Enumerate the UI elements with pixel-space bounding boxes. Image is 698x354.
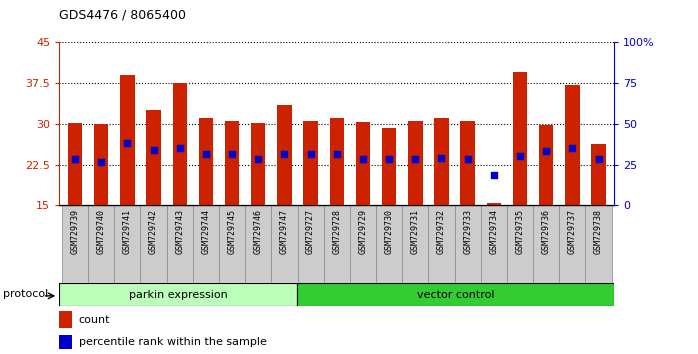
Bar xyxy=(68,123,82,205)
Bar xyxy=(329,119,344,205)
Text: GSM729738: GSM729738 xyxy=(594,209,603,254)
Text: GSM729744: GSM729744 xyxy=(202,209,210,254)
Bar xyxy=(219,205,245,283)
Bar xyxy=(251,123,265,205)
Text: GSM729737: GSM729737 xyxy=(568,209,577,254)
Text: GSM729742: GSM729742 xyxy=(149,209,158,254)
Bar xyxy=(94,124,108,205)
Bar xyxy=(120,75,135,205)
Bar xyxy=(591,144,606,205)
Text: GSM729736: GSM729736 xyxy=(542,209,551,254)
Bar xyxy=(559,205,586,283)
Bar xyxy=(277,105,292,205)
Bar xyxy=(586,205,611,283)
Point xyxy=(253,156,264,162)
Point xyxy=(410,156,421,162)
Point xyxy=(279,151,290,156)
Bar xyxy=(245,205,272,283)
Text: GSM729729: GSM729729 xyxy=(359,209,367,254)
Point xyxy=(462,156,473,162)
Text: GSM729746: GSM729746 xyxy=(254,209,262,254)
Text: GSM729743: GSM729743 xyxy=(175,209,184,254)
Bar xyxy=(513,72,527,205)
Bar xyxy=(59,283,297,306)
Bar xyxy=(88,205,114,283)
Text: GSM729734: GSM729734 xyxy=(489,209,498,254)
Text: GSM729731: GSM729731 xyxy=(411,209,419,254)
Bar xyxy=(140,205,167,283)
Point xyxy=(540,148,551,154)
Text: GSM729727: GSM729727 xyxy=(306,209,315,254)
Text: GDS4476 / 8065400: GDS4476 / 8065400 xyxy=(59,8,186,21)
Bar xyxy=(193,205,219,283)
Bar xyxy=(539,125,554,205)
Bar xyxy=(408,121,422,205)
Text: GSM729747: GSM729747 xyxy=(280,209,289,254)
Bar xyxy=(272,205,297,283)
Bar xyxy=(565,85,579,205)
Bar xyxy=(167,205,193,283)
Text: GSM729733: GSM729733 xyxy=(463,209,472,254)
Bar xyxy=(487,202,501,205)
Point xyxy=(567,145,578,151)
Bar xyxy=(297,283,614,306)
Point xyxy=(96,159,107,165)
Point xyxy=(593,156,604,162)
Bar xyxy=(62,205,88,283)
Text: GSM729740: GSM729740 xyxy=(97,209,105,254)
Text: GSM729735: GSM729735 xyxy=(516,209,524,254)
Bar xyxy=(434,119,449,205)
Point xyxy=(305,151,316,156)
Bar xyxy=(147,110,161,205)
Point xyxy=(383,156,394,162)
Bar xyxy=(59,335,71,349)
Bar xyxy=(172,83,187,205)
Text: protocol: protocol xyxy=(3,289,49,298)
Text: GSM729741: GSM729741 xyxy=(123,209,132,254)
Point xyxy=(148,147,159,153)
Bar xyxy=(402,205,429,283)
Bar xyxy=(429,205,454,283)
Point xyxy=(121,140,133,146)
Text: GSM729732: GSM729732 xyxy=(437,209,446,254)
Bar xyxy=(304,121,318,205)
Bar xyxy=(481,205,507,283)
Point xyxy=(514,154,526,159)
Bar xyxy=(350,205,376,283)
Point xyxy=(200,151,211,156)
Point xyxy=(357,156,369,162)
Text: GSM729730: GSM729730 xyxy=(385,209,394,254)
Point xyxy=(436,155,447,160)
Point xyxy=(331,151,342,156)
Bar xyxy=(59,311,71,328)
Bar xyxy=(297,205,324,283)
Text: GSM729739: GSM729739 xyxy=(70,209,80,254)
Bar xyxy=(461,121,475,205)
Text: vector control: vector control xyxy=(417,290,494,300)
Point xyxy=(488,173,499,178)
Bar xyxy=(199,119,213,205)
Bar xyxy=(533,205,559,283)
Bar xyxy=(376,205,402,283)
Bar xyxy=(382,128,396,205)
Bar xyxy=(114,205,140,283)
Text: percentile rank within the sample: percentile rank within the sample xyxy=(79,337,267,347)
Point xyxy=(174,145,185,151)
Point xyxy=(226,151,237,156)
Bar xyxy=(507,205,533,283)
Bar xyxy=(356,122,370,205)
Bar xyxy=(454,205,481,283)
Text: GSM729728: GSM729728 xyxy=(332,209,341,254)
Bar xyxy=(225,121,239,205)
Point xyxy=(70,156,80,162)
Bar xyxy=(324,205,350,283)
Text: GSM729745: GSM729745 xyxy=(228,209,237,254)
Text: count: count xyxy=(79,315,110,325)
Text: parkin expression: parkin expression xyxy=(129,290,228,300)
